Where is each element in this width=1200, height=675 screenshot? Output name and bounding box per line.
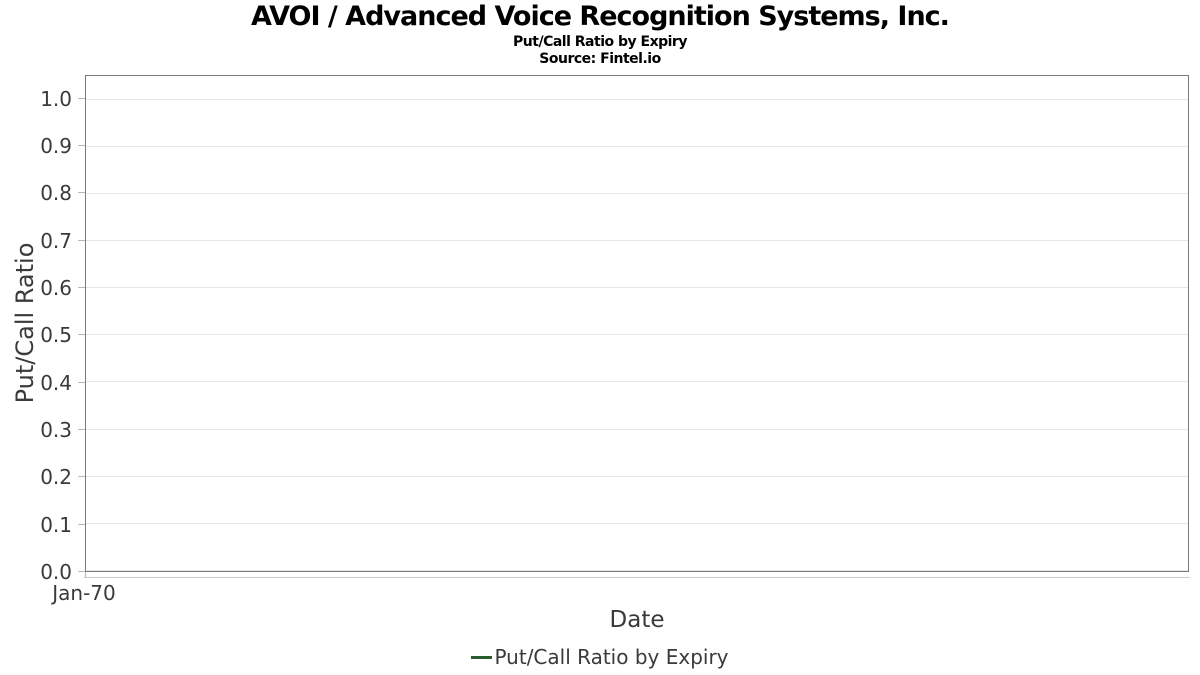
plot-area	[85, 75, 1189, 572]
y-tick-mark	[78, 429, 85, 430]
y-tick-label: 0.0	[40, 560, 72, 584]
y-tick-label: 0.6	[40, 276, 72, 300]
gridline	[86, 428, 1188, 430]
y-tick-mark	[78, 192, 85, 194]
x-axis-line	[84, 577, 1190, 578]
y-axis: 0.0 0.1 0.2 0.3 0.4 0.5 0.6 0.7 0.8 0.9 1.0	[0, 75, 85, 582]
gridline	[86, 145, 1188, 147]
y-tick-mark	[78, 239, 85, 241]
gridline	[86, 98, 1188, 100]
legend-line-icon	[471, 655, 493, 659]
y-tick-mark	[78, 571, 85, 572]
x-axis-title: Date	[609, 607, 665, 633]
x-tick-label: Jan-70	[52, 581, 116, 605]
legend-label: Put/Call Ratio by Expiry	[494, 645, 729, 669]
y-tick-mark	[78, 287, 85, 288]
gridline	[86, 381, 1188, 383]
y-tick-label: 0.8	[40, 181, 72, 206]
y-tick-label: 0.5	[40, 323, 72, 348]
gridline	[86, 475, 1188, 477]
gridline	[86, 192, 1188, 194]
y-tick-mark	[78, 381, 85, 383]
y-tick-mark	[78, 144, 85, 146]
chart-title: AVOI / Advanced Voice Recognition System…	[251, 1, 950, 32]
gridline	[86, 287, 1188, 289]
y-tick-mark	[78, 97, 85, 99]
gridline	[86, 239, 1188, 241]
gridline	[86, 570, 1188, 571]
y-tick-label: 1.0	[40, 86, 72, 111]
y-tick-label: 0.7	[40, 228, 72, 253]
y-tick-label: 0.3	[40, 418, 72, 442]
gridline	[86, 334, 1188, 336]
y-tick-label: 0.2	[40, 465, 72, 490]
y-tick-label: 0.1	[40, 512, 72, 537]
chart-subtitle: Put/Call Ratio by Expiry	[513, 34, 687, 50]
y-tick-mark	[78, 523, 85, 525]
gridline	[86, 522, 1188, 524]
y-tick-mark	[78, 334, 85, 336]
x-tick-mark	[85, 572, 86, 578]
legend: Put/Call Ratio by Expiry	[0, 645, 1200, 669]
chart-source: Source: Fintel.io	[539, 51, 661, 67]
y-tick-label: 0.4	[40, 370, 72, 395]
y-tick-mark	[78, 476, 85, 478]
y-tick-label: 0.9	[40, 134, 72, 158]
